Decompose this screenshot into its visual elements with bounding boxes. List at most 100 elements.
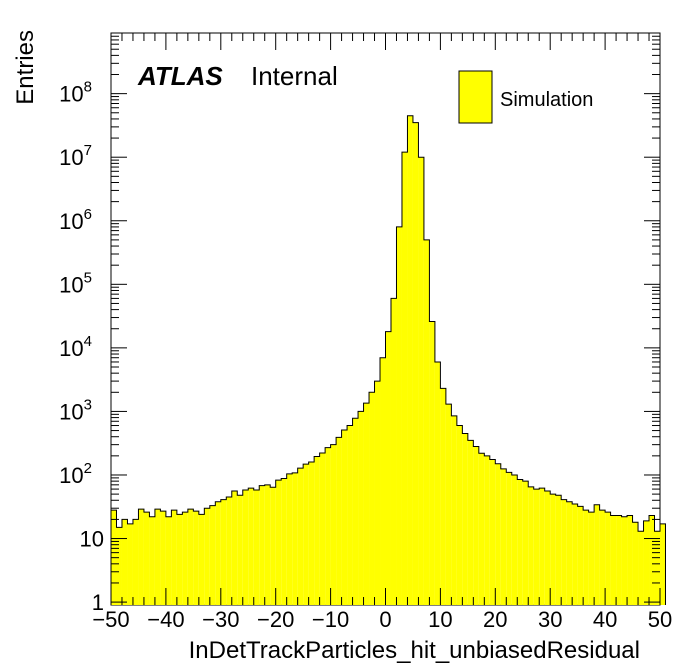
histogram-bar (270, 487, 276, 605)
histogram-bar (264, 484, 271, 605)
histogram-bar (544, 490, 551, 605)
histogram-bar (138, 509, 144, 605)
x-tick-label: 30 (538, 607, 562, 632)
histogram-bar (275, 480, 282, 605)
histogram-bar (500, 468, 507, 605)
histogram-bar (412, 122, 419, 605)
x-tick-label: 20 (483, 607, 507, 632)
histogram-bar (231, 490, 238, 605)
histogram-bar (336, 437, 342, 605)
x-axis-title: InDetTrackParticles_hit_unbiasedResidual (189, 637, 640, 664)
histogram-bar (654, 531, 660, 605)
histogram-bar (539, 488, 545, 605)
histogram-bar (363, 403, 370, 605)
histogram-bar (303, 464, 309, 605)
histogram-bar (314, 456, 320, 605)
histogram-bar (588, 512, 595, 605)
histogram-bar (638, 531, 644, 605)
histogram-bar (451, 415, 457, 605)
histogram-bar (374, 381, 381, 605)
histogram-bar (385, 331, 391, 605)
x-tick-labels: −50 −40 −30 −20 −10 0 10 20 30 40 50 (92, 607, 672, 632)
y-tick-label: 106 (59, 206, 92, 234)
histogram-bar (319, 452, 326, 605)
histogram-bar (325, 447, 331, 605)
y-tick-label: 102 (59, 460, 92, 488)
y-tick-label: 107 (59, 142, 92, 170)
x-tick-label: −40 (147, 607, 184, 632)
histogram-bar (495, 463, 501, 605)
histogram-bar (445, 404, 452, 605)
x-tick-label: 0 (379, 607, 391, 632)
legend-swatch (458, 70, 493, 124)
histogram-bar (456, 425, 463, 605)
y-tick-label: 1 (92, 590, 104, 615)
histogram-bar (627, 515, 633, 605)
histogram-bar (116, 527, 122, 605)
histogram-bar (341, 430, 348, 605)
histogram-bar (390, 298, 397, 605)
histogram-bar (204, 508, 210, 605)
histogram-bar (599, 510, 606, 605)
histogram-bar (643, 520, 650, 605)
histogram-bar (594, 504, 600, 605)
histogram-bar (248, 488, 254, 605)
legend-entry-simulation: Simulation (500, 89, 593, 111)
histogram-bar (127, 523, 133, 605)
histogram-bar (253, 490, 260, 605)
histogram-bar (143, 512, 150, 605)
histogram-bar (429, 321, 435, 605)
y-tick-label: 103 (59, 396, 92, 424)
x-tick-label: −50 (92, 607, 129, 632)
atlas-status-label: Internal (251, 61, 338, 91)
histogram-bar (401, 152, 408, 605)
histogram-bar (176, 514, 183, 605)
histogram-bar (550, 494, 556, 605)
histogram-bar (583, 510, 589, 605)
histogram-bar (154, 509, 161, 605)
histogram-outline (110, 115, 666, 605)
histogram-bar (259, 485, 265, 605)
histogram-bar (660, 523, 666, 605)
histogram-bar (330, 444, 337, 605)
histogram-bar (621, 516, 628, 605)
histogram-bar (281, 478, 287, 605)
histogram-bar (555, 495, 562, 605)
atlas-label: ATLAS (137, 61, 223, 91)
histogram-bar (434, 361, 441, 605)
histogram-bar (308, 462, 315, 605)
histogram-bar (561, 499, 567, 605)
y-tick-label: 10 (80, 527, 104, 552)
histogram-bar (478, 453, 485, 605)
axis-ticks (110, 32, 661, 605)
y-tick-labels: 1 10 102 103 104 105 106 107 108 (59, 79, 104, 615)
y-tick-label: 105 (59, 269, 92, 297)
y-tick-label: 104 (59, 333, 92, 361)
x-tick-label: 10 (428, 607, 452, 632)
histogram-bar (149, 516, 155, 605)
histogram-bar (215, 501, 221, 605)
histogram-bars (110, 115, 666, 605)
histogram-bar (380, 357, 386, 605)
histogram-bar (572, 503, 578, 605)
histogram-bar (292, 472, 298, 605)
histogram-bar (649, 515, 655, 605)
histogram-bar (528, 486, 534, 605)
y-axis-title: Entries (12, 30, 39, 105)
histogram-bar (473, 446, 479, 605)
histogram-bar (489, 459, 496, 605)
histogram-bar (132, 519, 139, 605)
histogram-bar (358, 411, 364, 605)
x-tick-label: −10 (312, 607, 349, 632)
histogram-bar (605, 512, 611, 605)
x-tick-label: −30 (202, 607, 239, 632)
histogram-bar (187, 509, 194, 605)
histogram-bar (577, 506, 584, 605)
histogram-bar (506, 472, 512, 605)
histogram-bar (423, 239, 430, 605)
histogram-bar (616, 515, 622, 605)
histogram-bar (517, 479, 523, 605)
histogram-bar (237, 495, 243, 605)
histogram-bar (467, 440, 474, 605)
